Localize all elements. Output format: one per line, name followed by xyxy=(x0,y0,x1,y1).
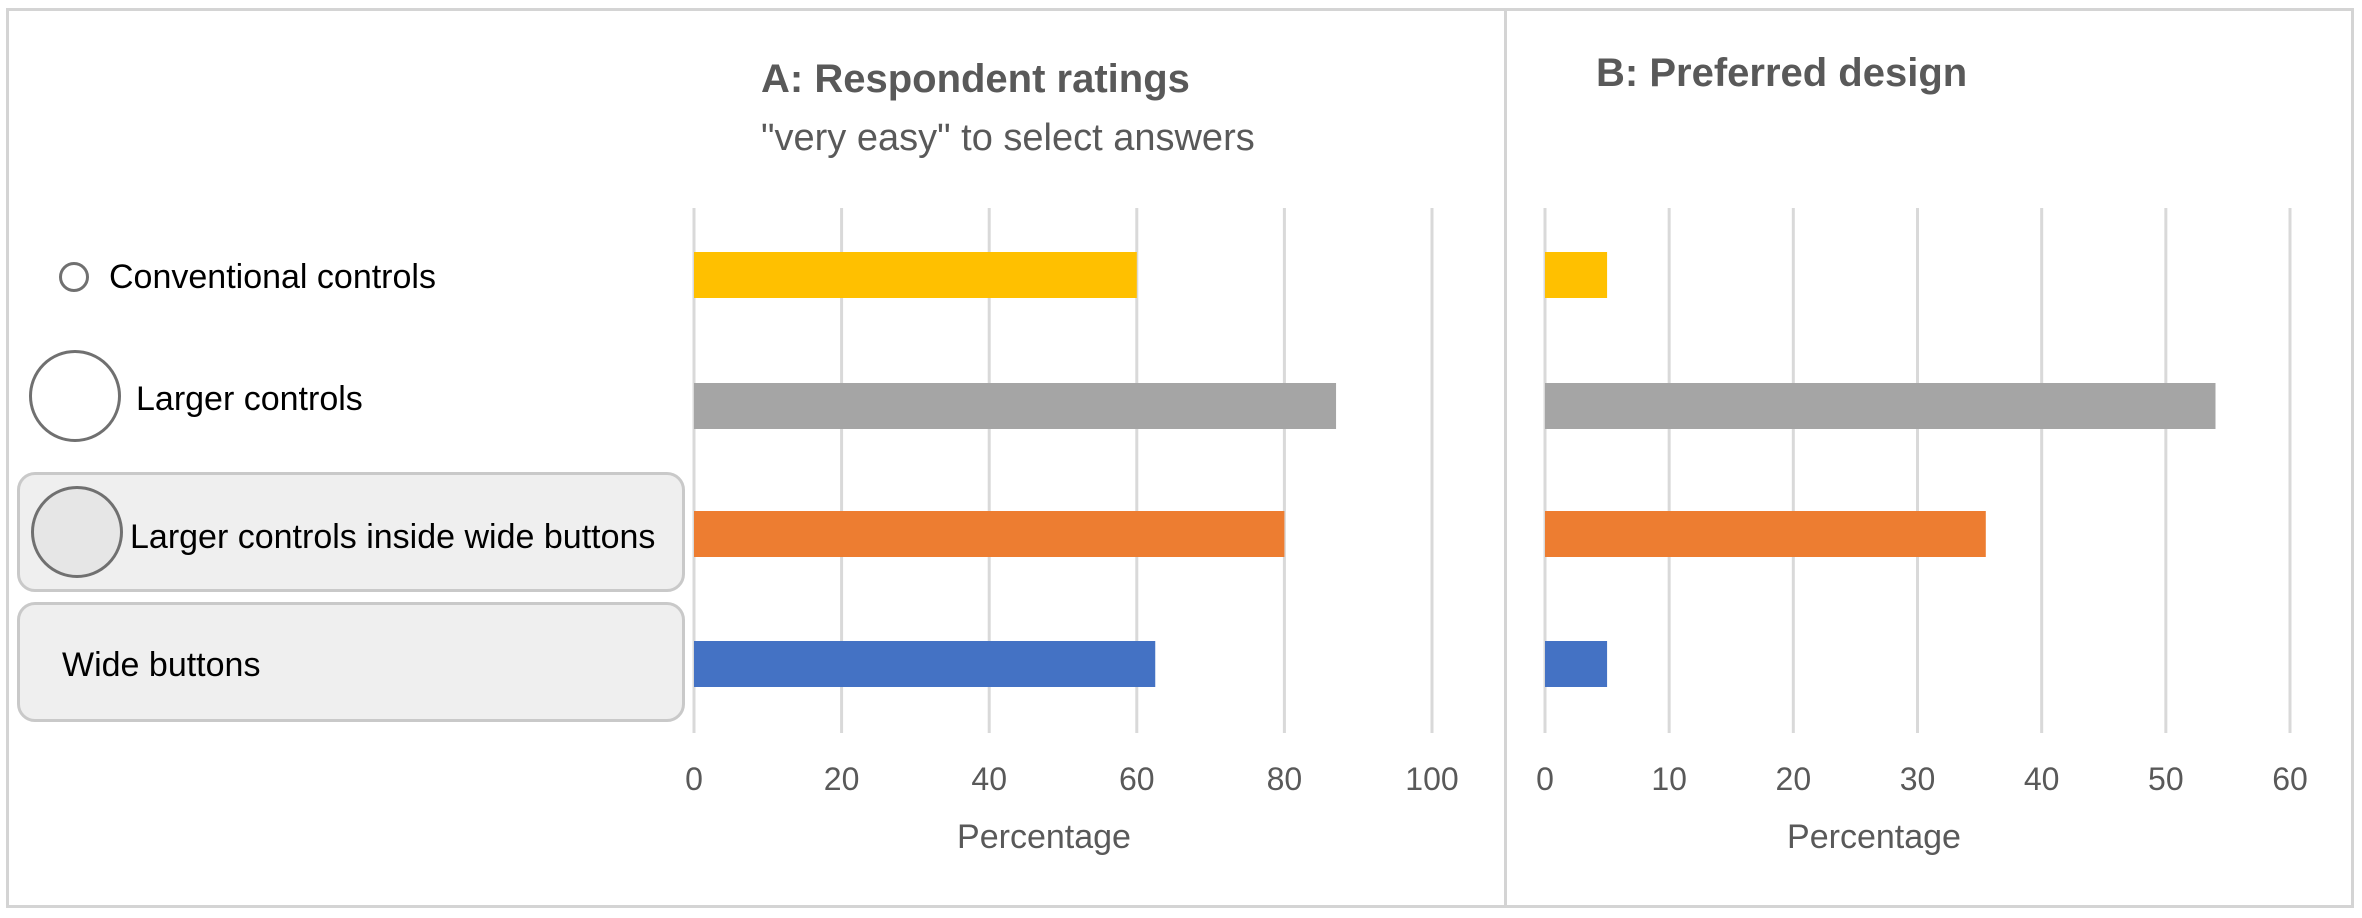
legend-label-conventional: Conventional controls xyxy=(109,258,436,296)
panel-a-tick-labels: 0 20 40 60 80 100 xyxy=(685,761,1459,797)
tick-label-b-10: 10 xyxy=(1651,761,1687,797)
tick-label-b-0: 0 xyxy=(1536,761,1554,797)
panel-b-grid xyxy=(1543,208,2292,733)
tick-label-a-40: 40 xyxy=(971,761,1007,797)
tick-label-a-60: 60 xyxy=(1119,761,1155,797)
tick-label-b-60: 60 xyxy=(2272,761,2308,797)
panel-a-x-axis-label: Percentage xyxy=(957,818,1131,856)
panel-a-title: A: Respondent ratings xyxy=(761,57,1190,101)
legend-label-wide-buttons: Wide buttons xyxy=(62,646,261,684)
tick-label-b-50: 50 xyxy=(2148,761,2184,797)
bar-b-2 xyxy=(1545,511,1986,557)
tick-label-a-80: 80 xyxy=(1267,761,1303,797)
tick-label-a-100: 100 xyxy=(1405,761,1458,797)
tick-label-b-40: 40 xyxy=(2024,761,2060,797)
panel-b-title: B: Preferred design xyxy=(1596,51,1967,95)
bar-b-3 xyxy=(1545,641,1608,687)
tick-label-b-20: 20 xyxy=(1776,761,1812,797)
legend-label-larger: Larger controls xyxy=(136,380,363,418)
legend-large-radio-icon xyxy=(29,350,121,442)
bar-a-0 xyxy=(694,252,1137,298)
legend-label-larger-inside-wide: Larger controls inside wide buttons xyxy=(130,518,656,556)
bar-b-1 xyxy=(1545,383,2216,429)
tick-label-a-0: 0 xyxy=(685,761,703,797)
panel-b-x-axis-label: Percentage xyxy=(1787,818,1961,856)
panel-a: A: Respondent ratings "very easy" to sel… xyxy=(685,57,1459,856)
bar-a-3 xyxy=(694,641,1156,687)
legend-large-radio-in-button-icon xyxy=(31,486,123,578)
bar-b-0 xyxy=(1545,252,1608,298)
legend-wide-button-2 xyxy=(17,602,685,722)
tick-label-a-20: 20 xyxy=(824,761,860,797)
panel-a-subtitle: "very easy" to select answers xyxy=(761,117,1255,159)
legend-small-radio-icon xyxy=(59,262,89,292)
panel-divider xyxy=(1504,8,1507,908)
panel-b-tick-labels: 0 10 20 30 40 50 60 xyxy=(1536,761,2308,797)
panel-b-bars xyxy=(1545,252,2216,687)
tick-label-b-30: 30 xyxy=(1900,761,1936,797)
bar-a-2 xyxy=(694,511,1285,557)
panel-b: B: Preferred design 0 10 20 30 40 50 60 Percen… xyxy=(1536,51,2308,856)
figure-frame xyxy=(6,8,2354,908)
bar-a-1 xyxy=(694,383,1337,429)
panel-a-bars xyxy=(694,252,1337,687)
legend-wide-button-1 xyxy=(17,472,685,592)
